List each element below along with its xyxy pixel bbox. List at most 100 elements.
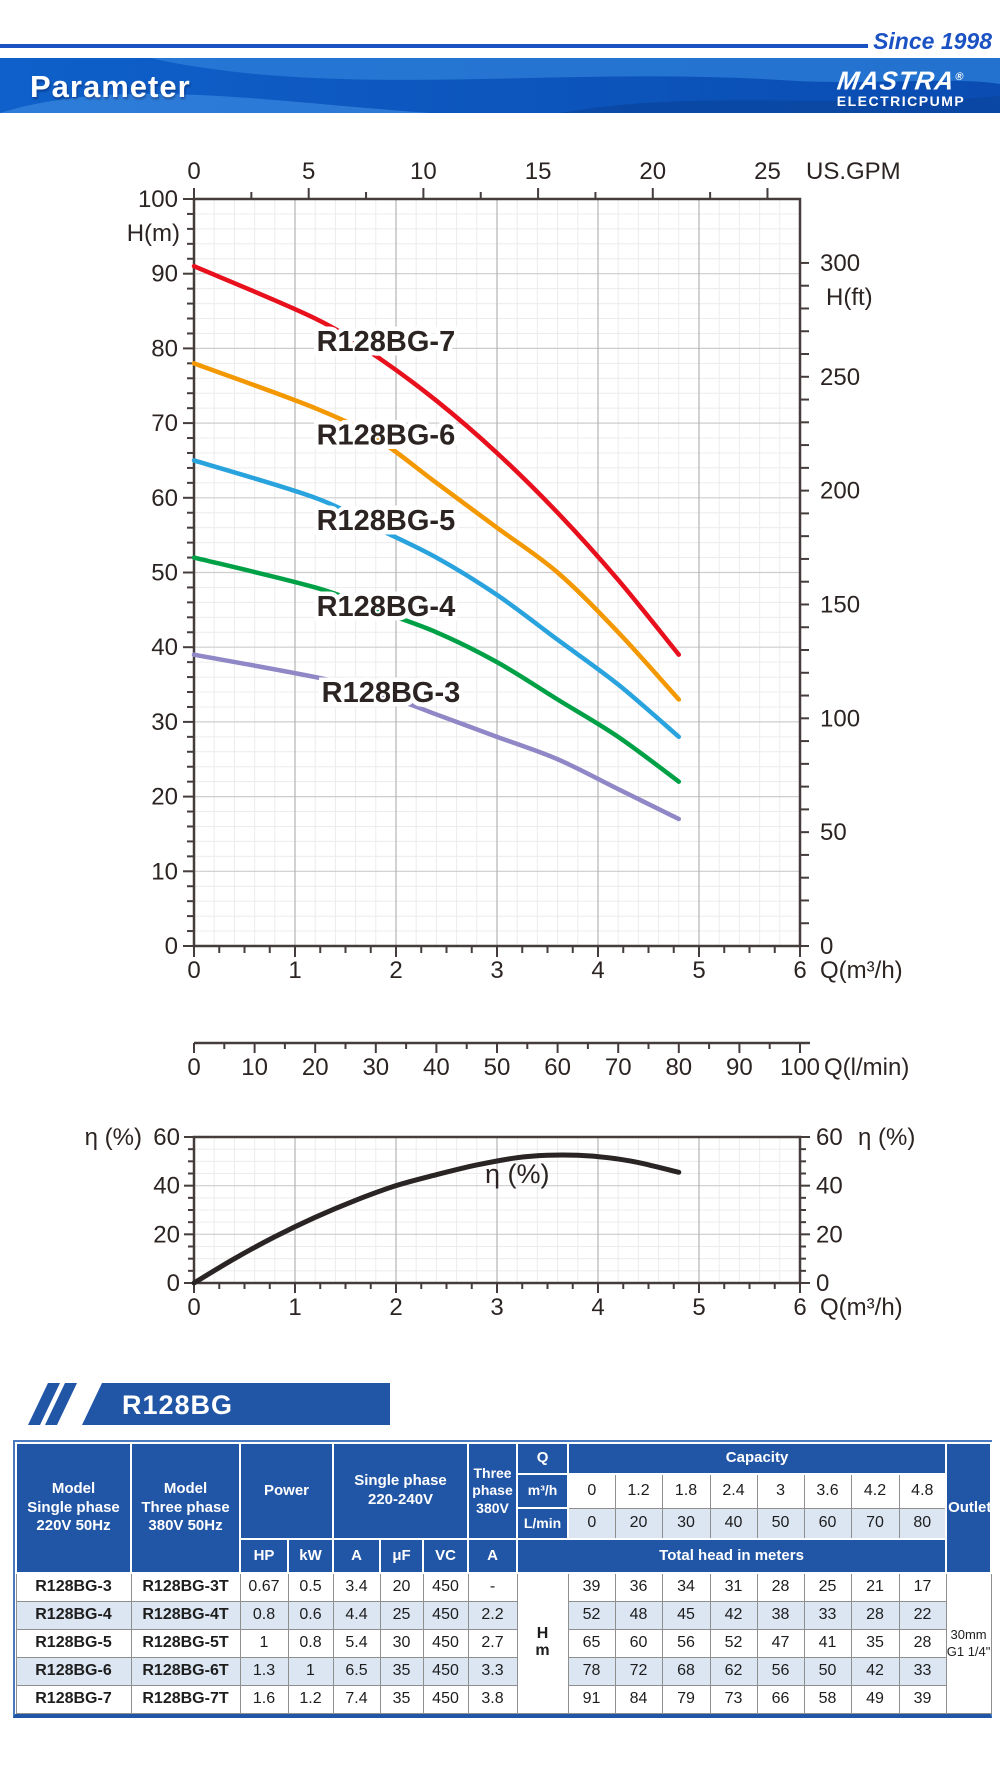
unit-header: A bbox=[332, 1538, 382, 1574]
head-cell: 38 bbox=[756, 1600, 805, 1630]
svg-text:40: 40 bbox=[151, 634, 178, 661]
svg-text:Q(m³/h): Q(m³/h) bbox=[820, 1294, 903, 1321]
spec-table: Model Single phase 220V 50Hz Model Three … bbox=[13, 1440, 993, 1718]
lmin-value: 20 bbox=[614, 1507, 663, 1540]
svg-text:0: 0 bbox=[187, 1294, 200, 1321]
head-cell: 22 bbox=[898, 1600, 947, 1630]
head-cell: 84 bbox=[614, 1684, 663, 1714]
svg-text:80: 80 bbox=[151, 335, 178, 362]
head-cell: 60 bbox=[614, 1628, 663, 1658]
svg-text:30: 30 bbox=[151, 709, 178, 736]
model-t-cell: R128BG-4T bbox=[130, 1600, 241, 1630]
unit-header: kW bbox=[286, 1538, 335, 1574]
m3h-value: 2.4 bbox=[709, 1473, 758, 1509]
head-cell: 52 bbox=[709, 1628, 758, 1658]
svg-text:20: 20 bbox=[153, 1221, 180, 1248]
svg-text:5: 5 bbox=[302, 158, 315, 185]
svg-text:R128BG-5: R128BG-5 bbox=[317, 505, 456, 537]
data-cell: 2.2 bbox=[467, 1600, 518, 1630]
svg-text:0: 0 bbox=[167, 1270, 180, 1297]
data-cell: 25 bbox=[379, 1600, 424, 1630]
svg-text:0: 0 bbox=[816, 1270, 829, 1297]
head-cell: 65 bbox=[567, 1628, 616, 1658]
svg-text:0: 0 bbox=[187, 158, 200, 185]
outlet-header: Outlet bbox=[945, 1442, 993, 1574]
data-cell: 1.6 bbox=[239, 1684, 289, 1714]
svg-text:40: 40 bbox=[153, 1173, 180, 1200]
brand-name: MASTRA bbox=[835, 65, 957, 96]
svg-text:3: 3 bbox=[490, 1294, 503, 1321]
registered-mark-icon: ® bbox=[954, 71, 966, 83]
svg-text:4: 4 bbox=[591, 1294, 604, 1321]
data-cell: 0.8 bbox=[287, 1628, 334, 1658]
svg-text:Q(l/min): Q(l/min) bbox=[824, 1054, 909, 1081]
head-cell: 91 bbox=[567, 1684, 616, 1714]
head-cell: 73 bbox=[709, 1684, 758, 1714]
svg-text:0: 0 bbox=[187, 957, 200, 984]
svg-text:20: 20 bbox=[302, 1054, 329, 1081]
svg-text:5: 5 bbox=[692, 957, 705, 984]
data-cell: 1.2 bbox=[287, 1684, 334, 1714]
m3h-value: 4.8 bbox=[898, 1473, 947, 1509]
data-cell: 450 bbox=[422, 1572, 469, 1602]
total-head-header: Total head in meters bbox=[516, 1538, 948, 1574]
data-cell: 3.8 bbox=[467, 1684, 518, 1714]
head-cell: 49 bbox=[850, 1684, 900, 1714]
svg-text:50: 50 bbox=[820, 819, 847, 846]
model-t-cell: R128BG-3T bbox=[130, 1572, 241, 1602]
head-cell: 42 bbox=[709, 1600, 758, 1630]
svg-text:50: 50 bbox=[151, 560, 178, 587]
head-cell: 31 bbox=[709, 1572, 758, 1602]
unit-header: A bbox=[467, 1538, 519, 1574]
svg-text:R128BG-6: R128BG-6 bbox=[317, 419, 456, 451]
svg-text:10: 10 bbox=[410, 158, 437, 185]
svg-text:H(m): H(m) bbox=[127, 220, 180, 247]
data-cell: 4.4 bbox=[332, 1600, 381, 1630]
series-banner: R128BG bbox=[20, 1383, 390, 1425]
model-t-cell: R128BG-6T bbox=[130, 1656, 241, 1686]
header-banner: Parameter MASTRA® ELECTRICPUMP bbox=[0, 58, 1000, 113]
brand-wordmark: MASTRA® bbox=[814, 64, 988, 96]
data-cell: 450 bbox=[422, 1600, 469, 1630]
svg-text:1: 1 bbox=[288, 957, 301, 984]
data-cell: 0.8 bbox=[239, 1600, 289, 1630]
head-cell: 25 bbox=[803, 1572, 852, 1602]
data-cell: 7.4 bbox=[332, 1684, 381, 1714]
data-cell: 30 bbox=[379, 1628, 424, 1658]
spec-table-grid: Model Single phase 220V 50Hz Model Three … bbox=[15, 1442, 993, 1714]
head-cell: 35 bbox=[850, 1628, 900, 1658]
power-header: Power bbox=[238, 1442, 335, 1540]
svg-text:15: 15 bbox=[525, 158, 552, 185]
svg-text:250: 250 bbox=[820, 364, 860, 391]
head-cell: 17 bbox=[898, 1572, 947, 1602]
model-three-header: Model Three phase 380V 50Hz bbox=[130, 1442, 241, 1574]
model-t-cell: R128BG-5T bbox=[130, 1628, 241, 1658]
svg-text:40: 40 bbox=[816, 1173, 843, 1200]
svg-text:30: 30 bbox=[362, 1054, 389, 1081]
lmin-value: 60 bbox=[803, 1507, 852, 1540]
data-cell: 0.67 bbox=[239, 1572, 289, 1602]
svg-text:40: 40 bbox=[423, 1054, 450, 1081]
data-cell: 20 bbox=[379, 1572, 424, 1602]
svg-text:100: 100 bbox=[138, 186, 178, 213]
data-cell: 3.3 bbox=[467, 1656, 518, 1686]
head-cell: 34 bbox=[661, 1572, 711, 1602]
model-single-header: Model Single phase 220V 50Hz bbox=[15, 1442, 132, 1574]
since-label: Since 1998 bbox=[873, 28, 992, 54]
head-cell: 28 bbox=[898, 1628, 947, 1658]
banner-waves bbox=[0, 58, 1000, 113]
svg-text:US.GPM: US.GPM bbox=[806, 158, 901, 185]
head-cell: 50 bbox=[803, 1656, 852, 1686]
page-title: Parameter bbox=[30, 69, 191, 104]
series-name: R128BG bbox=[122, 1390, 234, 1420]
svg-text:80: 80 bbox=[665, 1054, 692, 1081]
q-header: Q bbox=[516, 1442, 570, 1475]
svg-text:6: 6 bbox=[793, 957, 806, 984]
head-cell: 52 bbox=[567, 1600, 616, 1630]
head-cell: 48 bbox=[614, 1600, 663, 1630]
outlet-value-cell: 30mm G1 1/4" bbox=[945, 1572, 992, 1714]
m3h-value: 1.8 bbox=[661, 1473, 711, 1509]
head-cell: 58 bbox=[803, 1684, 852, 1714]
unit-header: VC bbox=[422, 1538, 470, 1574]
